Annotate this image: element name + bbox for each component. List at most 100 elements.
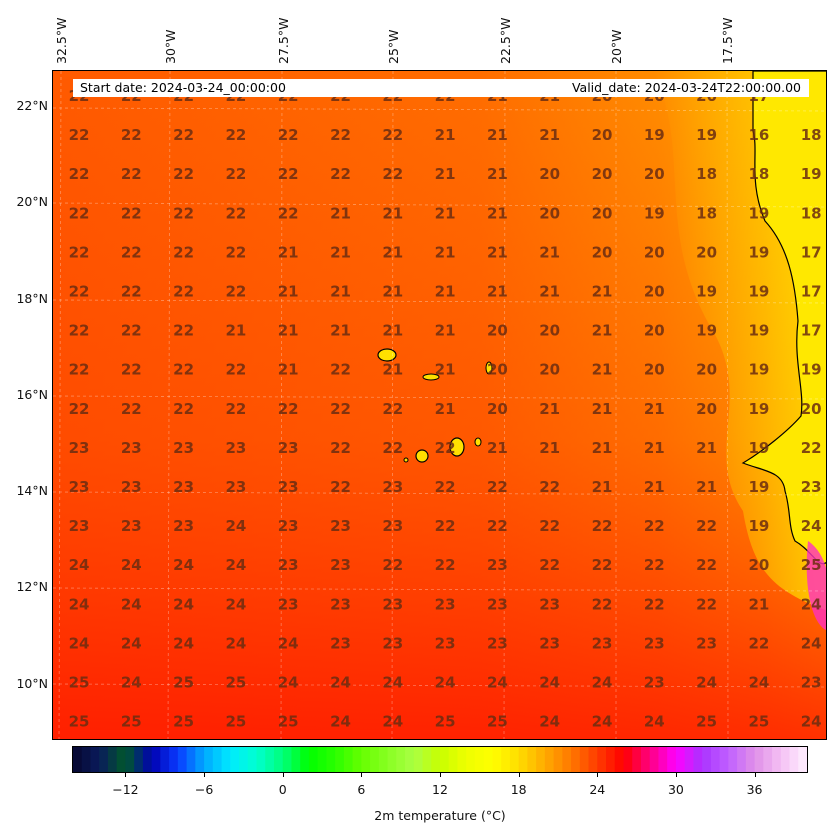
colorbar-tick-label: 18 — [510, 782, 527, 797]
temperature-value: 21 — [644, 439, 665, 457]
temperature-value: 24 — [278, 674, 299, 692]
temperature-value: 22 — [173, 204, 194, 222]
lat-label: 20°N — [16, 194, 48, 209]
temperature-value: 25 — [225, 674, 246, 692]
temperature-value: 20 — [539, 204, 560, 222]
temperature-value: 20 — [539, 165, 560, 183]
temperature-value: 19 — [644, 126, 665, 144]
temperature-value: 24 — [121, 634, 142, 652]
colorbar-segment — [370, 747, 380, 772]
colorbar-segment — [169, 747, 179, 772]
temperature-value: 22 — [69, 243, 90, 261]
temperature-value: 24 — [173, 556, 194, 574]
temperature-value: 17 — [801, 322, 822, 340]
temperature-value: 22 — [382, 126, 403, 144]
temperature-value: 22 — [121, 204, 142, 222]
colorbar-segment — [99, 747, 109, 772]
temperature-value: 21 — [696, 439, 717, 457]
temperature-value: 21 — [592, 439, 613, 457]
temperature-value: 18 — [696, 165, 717, 183]
temperature-value: 25 — [435, 713, 456, 731]
temperature-value: 23 — [382, 595, 403, 613]
temperature-value: 20 — [696, 400, 717, 418]
temperature-value: 22 — [225, 126, 246, 144]
temperature-value: 22 — [121, 165, 142, 183]
temperature-value: 20 — [487, 400, 508, 418]
temperature-value: 21 — [696, 478, 717, 496]
temperature-value: 24 — [121, 674, 142, 692]
temperature-value: 23 — [330, 517, 351, 535]
colorbar-segment — [501, 747, 511, 772]
valid-date: Valid_date: 2024-03-24T22:00:00.00 — [571, 80, 801, 95]
colorbar-label: 2m temperature (°C) — [374, 808, 506, 823]
colorbar-segment — [186, 747, 196, 772]
temperature-value: 23 — [278, 439, 299, 457]
temperature-value: 21 — [487, 439, 508, 457]
temperature-value: 18 — [748, 165, 769, 183]
colorbar-segment — [518, 747, 528, 772]
temperature-value: 23 — [696, 634, 717, 652]
temperature-value: 22 — [69, 322, 90, 340]
temperature-value: 24 — [435, 674, 456, 692]
temperature-value: 22 — [330, 439, 351, 457]
temperature-value: 22 — [121, 243, 142, 261]
colorbar-segment — [588, 747, 598, 772]
lat-label: 16°N — [16, 387, 48, 402]
colorbar-segment — [335, 747, 345, 772]
colorbar-segment — [544, 747, 555, 772]
temperature-value: 21 — [539, 126, 560, 144]
colorbar-segment — [317, 747, 328, 772]
colorbar-segment — [134, 747, 144, 772]
temperature-value: 23 — [487, 595, 508, 613]
colorbar-segment — [308, 747, 319, 772]
temperature-value: 23 — [69, 478, 90, 496]
temperature-value: 21 — [644, 400, 665, 418]
temperature-value: 19 — [748, 243, 769, 261]
colorbar-segment — [151, 747, 161, 772]
colorbar-segment — [448, 747, 459, 772]
temperature-value: 20 — [644, 361, 665, 379]
colorbar-segment — [536, 747, 546, 772]
temperature-value: 21 — [278, 322, 299, 340]
temperature-value: 20 — [748, 556, 769, 574]
colorbar-segment — [483, 747, 494, 772]
lon-label: 20°W — [609, 29, 624, 64]
temperature-value: 21 — [487, 243, 508, 261]
island — [422, 373, 440, 381]
colorbar-segment — [239, 747, 249, 772]
temperature-value: 22 — [173, 361, 194, 379]
colorbar-segment — [396, 747, 406, 772]
temperature-value: 21 — [592, 400, 613, 418]
temperature-value: 23 — [278, 556, 299, 574]
temperature-value: 25 — [173, 674, 194, 692]
temperature-value: 19 — [801, 361, 822, 379]
temperature-value: 25 — [69, 674, 90, 692]
temperature-value: 17 — [801, 243, 822, 261]
temperature-value: 21 — [592, 361, 613, 379]
temperature-value: 20 — [801, 400, 822, 418]
temperature-value: 22 — [69, 126, 90, 144]
temperature-value: 21 — [225, 322, 246, 340]
temperature-value: 24 — [801, 517, 822, 535]
temperature-value: 20 — [539, 322, 560, 340]
temperature-value: 23 — [801, 478, 822, 496]
temperature-value: 23 — [121, 478, 142, 496]
colorbar-segment — [754, 747, 764, 772]
temperature-value: 22 — [173, 322, 194, 340]
temperature-value: 22 — [644, 517, 665, 535]
temperature-value: 25 — [278, 713, 299, 731]
colorbar-segment — [378, 747, 389, 772]
temperature-value: 23 — [225, 439, 246, 457]
temperature-value: 19 — [748, 283, 769, 301]
temperature-value: 22 — [592, 517, 613, 535]
temperature-value: 23 — [487, 634, 508, 652]
temperature-value: 23 — [69, 517, 90, 535]
temperature-value: 22 — [121, 361, 142, 379]
lon-label: 27.5°W — [276, 17, 291, 64]
colorbar-segment — [247, 747, 258, 772]
temperature-value: 22 — [173, 126, 194, 144]
colorbar-segment — [361, 747, 371, 772]
temperature-value: 18 — [801, 126, 822, 144]
temperature-value: 23 — [592, 634, 613, 652]
colorbar-tickmark — [518, 773, 520, 777]
